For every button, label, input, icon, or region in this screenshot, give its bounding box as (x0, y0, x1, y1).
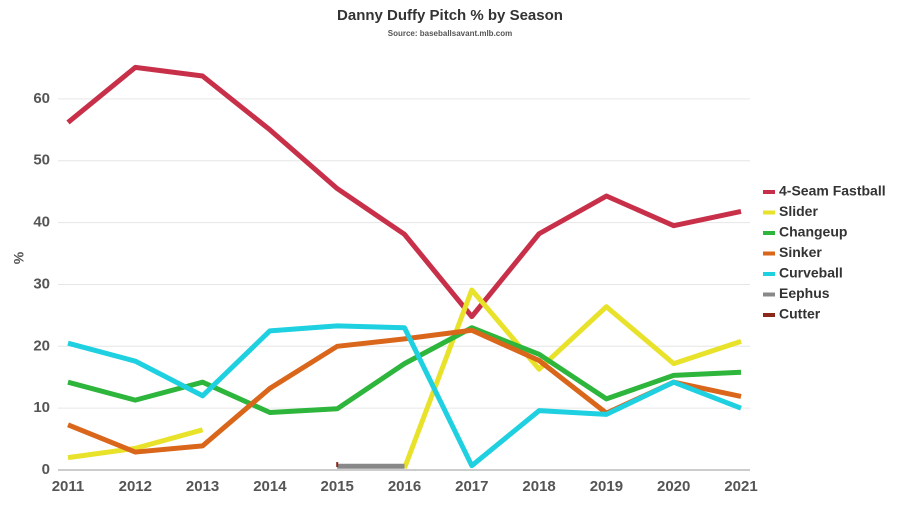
x-tick-label: 2019 (590, 478, 623, 495)
series-line (67, 323, 742, 469)
series-line (67, 427, 204, 461)
legend-label: Curveball (779, 265, 843, 281)
x-tick-label: 2012 (119, 478, 152, 495)
legend-label: Slider (779, 203, 818, 219)
chart-subtitle: Source: baseballsavant.mlb.com (388, 29, 513, 38)
series-line (66, 64, 742, 320)
legend-label: Cutter (779, 306, 821, 322)
x-tick-label: 2020 (657, 478, 690, 495)
legend-label: 4-Seam Fastball (779, 183, 886, 199)
y-axis-label: % (11, 251, 27, 264)
x-tick-label: 2015 (321, 478, 354, 495)
x-tick-label: 2021 (724, 478, 757, 495)
y-tick-label: 60 (33, 90, 50, 107)
series-line (402, 287, 742, 470)
x-tick-label: 2016 (388, 478, 421, 495)
y-tick-label: 50 (33, 152, 50, 169)
y-tick-label: 0 (42, 461, 50, 478)
x-tick-label: 2011 (52, 478, 85, 495)
legend-label: Sinker (779, 244, 822, 260)
x-tick-label: 2013 (186, 478, 219, 495)
x-tick-label: 2014 (253, 478, 287, 495)
y-tick-label: 40 (33, 214, 50, 231)
y-tick-label: 10 (33, 399, 50, 416)
x-tick-label: 2018 (522, 478, 555, 495)
legend-label: Changeup (779, 224, 847, 240)
x-tick-label: 2017 (455, 478, 488, 495)
legend-label: Eephus (779, 285, 830, 301)
y-tick-label: 30 (33, 275, 50, 292)
chart-title: Danny Duffy Pitch % by Season (337, 7, 563, 24)
series-line (67, 325, 742, 415)
y-tick-label: 20 (33, 337, 50, 354)
